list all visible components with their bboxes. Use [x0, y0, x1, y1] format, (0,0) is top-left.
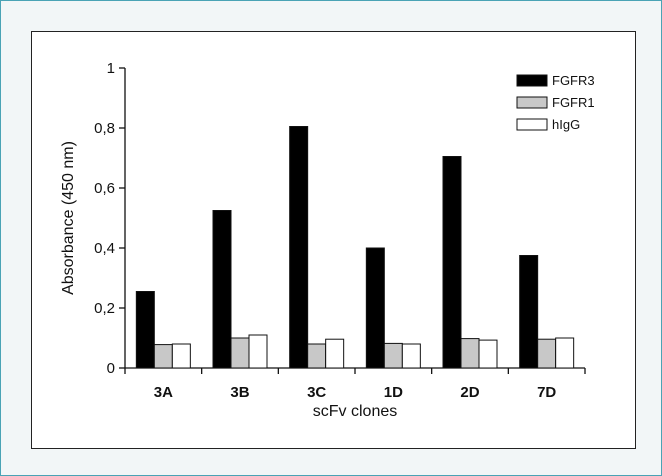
- bar-fgfr1-7d: [537, 338, 557, 369]
- bar-fgfr3-7d: [519, 255, 539, 369]
- bar-higg-1d: [401, 343, 421, 369]
- bar-fgfr3-3b: [212, 210, 232, 369]
- bar-fgfr3-3c: [289, 126, 309, 369]
- legend-label-fgfr3: FGFR3: [552, 73, 595, 88]
- bar-fgfr3-1d: [365, 247, 385, 369]
- bars-group: [135, 126, 575, 369]
- legend-swatch-fgfr1: [516, 96, 548, 109]
- y-axis-ticks: 0 0,2 0,4 0,6 0,8 1: [94, 60, 125, 377]
- bar-fgfr1-1d: [383, 342, 403, 369]
- y-tick-label: 0,8: [94, 120, 115, 137]
- bar-higg-3c: [325, 338, 345, 369]
- bar-fgfr3-2d: [442, 156, 462, 369]
- x-axis-ticks: 3A 3B 3C 1D 2D 7D: [124, 368, 586, 401]
- legend-label-fgfr1: FGFR1: [552, 95, 595, 110]
- x-category-label: 2D: [460, 384, 479, 401]
- bar-higg-3a: [171, 343, 191, 369]
- y-tick-label: 0,2: [94, 300, 115, 317]
- bar-fgfr1-3b: [230, 337, 250, 369]
- x-category-label: 3C: [307, 384, 326, 401]
- y-tick-label: 1: [107, 60, 115, 77]
- legend-swatch-fgfr3: [516, 74, 548, 87]
- bar-fgfr1-2d: [460, 338, 480, 369]
- bar-fgfr1-3c: [307, 343, 327, 369]
- x-axis-title: scFv clones: [313, 403, 397, 420]
- y-axis-title: Absorbance (450 nm): [60, 141, 77, 295]
- y-tick-label: 0,6: [94, 180, 115, 197]
- bar-fgfr3-3a: [135, 291, 155, 369]
- x-category-label: 7D: [537, 384, 556, 401]
- x-category-label: 1D: [384, 384, 403, 401]
- legend: FGFR3 FGFR1 hIgG: [516, 73, 595, 132]
- y-tick-label: 0,4: [94, 240, 115, 257]
- legend-swatch-higg: [516, 118, 548, 131]
- legend-label-higg: hIgG: [552, 117, 580, 132]
- x-category-label: 3A: [154, 384, 173, 401]
- bar-higg-2d: [478, 339, 498, 369]
- x-category-label: 3B: [230, 384, 249, 401]
- bar-fgfr1-3a: [153, 344, 173, 369]
- bar-higg-3b: [248, 334, 268, 369]
- y-tick-label: 0: [107, 360, 115, 377]
- bar-higg-7d: [555, 337, 575, 369]
